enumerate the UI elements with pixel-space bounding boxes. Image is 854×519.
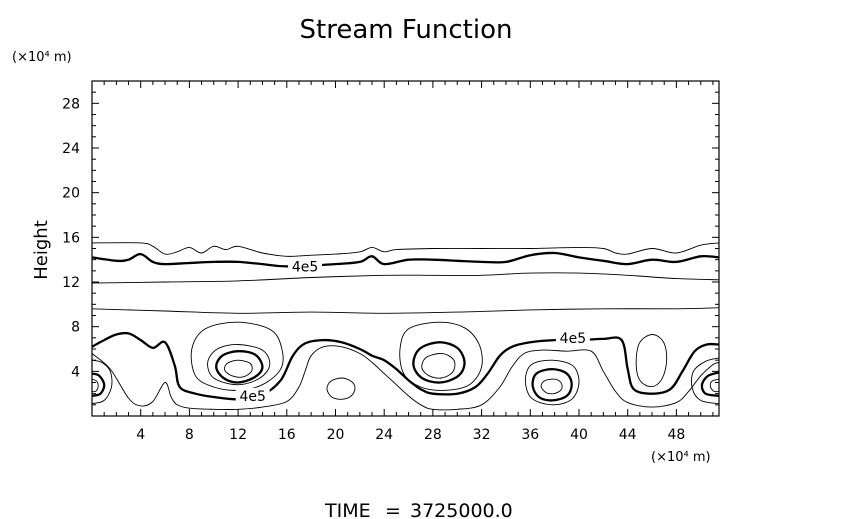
contour-line-11 <box>399 321 483 391</box>
contour-line-3 <box>92 272 719 284</box>
contour-line-2 <box>92 251 719 268</box>
x-tick-label: 8 <box>185 427 194 443</box>
contour-line-17 <box>326 377 356 400</box>
x-axis-unit: (×10⁴ m) <box>651 450 711 465</box>
x-tick-label: 16 <box>278 427 296 443</box>
contour-line-8 <box>207 344 271 386</box>
x-tick-label: 4 <box>136 427 145 443</box>
contour-line-18 <box>635 334 668 388</box>
time-label: TIME <box>324 500 371 519</box>
x-tick-label: 44 <box>619 427 637 443</box>
y-tick-label: 16 <box>62 230 80 246</box>
contour-line-12 <box>412 341 466 384</box>
contour-line-13 <box>421 352 456 379</box>
x-tick-label: 40 <box>570 427 588 443</box>
contour-label-bg <box>235 387 270 403</box>
contour-label-bg <box>288 258 323 274</box>
plot-frame <box>91 80 720 417</box>
contour-line-10 <box>223 359 253 378</box>
contour-line-6 <box>92 345 719 411</box>
contour-lines <box>92 242 719 411</box>
y-tick-label: 4 <box>71 364 80 380</box>
time-readout: TIME = 3725000.0 <box>324 500 513 519</box>
x-tick-label: 12 <box>229 427 247 443</box>
contour-label: 4e5 <box>560 331 586 347</box>
x-tick-label: 32 <box>473 427 491 443</box>
contour-line-14 <box>524 359 580 406</box>
chart-title: Stream Function <box>300 15 513 45</box>
contour-line-15 <box>531 367 573 402</box>
y-tick-label: 28 <box>62 96 80 112</box>
y-tick-label: 12 <box>62 275 80 291</box>
x-tick-label: 24 <box>375 427 393 443</box>
x-tick-label: 36 <box>521 427 539 443</box>
contour-line-23 <box>700 371 719 398</box>
contour-line-9 <box>215 350 264 384</box>
contour-line-21 <box>92 378 99 393</box>
x-tick-label: 20 <box>327 427 345 443</box>
y-tick-label: 8 <box>71 320 80 336</box>
contour-label: 4e5 <box>292 259 318 275</box>
contour-line-19 <box>92 359 113 405</box>
y-axis-label: Height <box>31 220 52 280</box>
contour-label: 4e5 <box>239 389 265 405</box>
time-value: 3725000.0 <box>410 500 513 519</box>
contour-line-1 <box>92 242 719 257</box>
time-equals: = <box>385 500 401 519</box>
contour-line-4 <box>92 307 719 314</box>
contour-line-22 <box>691 357 719 405</box>
axis-ticks <box>92 81 719 416</box>
contour-line-24 <box>709 378 719 393</box>
contour-line-5 <box>92 331 719 401</box>
contour-labels: 4e5 4e5 4e5 <box>235 258 590 405</box>
contour-line-7 <box>190 321 284 391</box>
contour-line-16 <box>540 378 563 395</box>
contour-line-20 <box>92 372 106 398</box>
x-tick-label: 48 <box>667 427 685 443</box>
contour-label-bg <box>555 329 590 345</box>
y-axis-unit: (×10⁴ m) <box>12 50 72 65</box>
y-tick-label: 24 <box>62 141 80 157</box>
y-tick-label: 20 <box>62 186 80 202</box>
x-tick-label: 28 <box>424 427 442 443</box>
